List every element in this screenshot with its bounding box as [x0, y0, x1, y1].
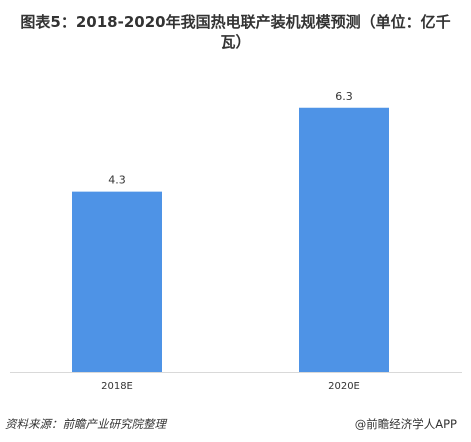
x-tick-label-2018E: 2018E: [101, 381, 133, 392]
bar-2020E: [299, 107, 389, 372]
x-tick-label-2020E: 2020E: [328, 381, 360, 392]
source-note: 资料来源：前瞻产业研究院整理: [5, 417, 166, 431]
value-label-2018E: 4.3: [108, 174, 126, 187]
value-label-2020E: 6.3: [335, 90, 353, 103]
label-group: 4.3 2018E 6.3 2020E: [101, 90, 360, 392]
bar-group: [72, 107, 389, 372]
chart-title: 图表5：2018-2020年我国热电联产装机规模预测（单位：亿千 瓦）: [0, 12, 471, 52]
chart-title-line-2: 瓦）: [220, 33, 251, 51]
chart-title-line-1: 图表5：2018-2020年我国热电联产装机规模预测（单位：亿千: [20, 13, 451, 31]
watermark-text: @前瞻经济学人APP: [354, 417, 457, 431]
bar-2018E: [72, 191, 162, 372]
